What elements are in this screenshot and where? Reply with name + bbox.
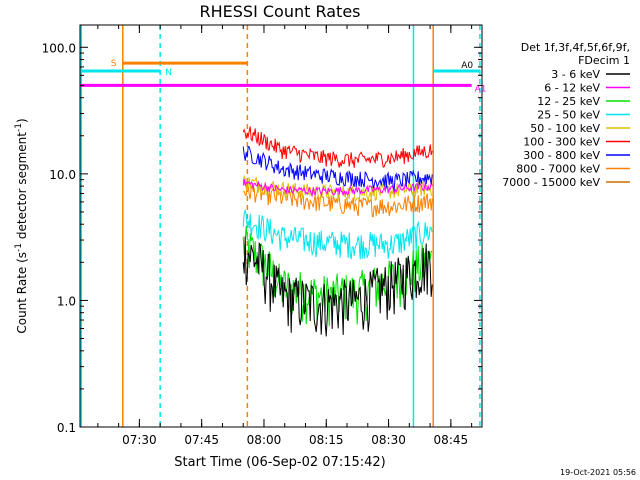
legend-label: 800 - 7000 keV: [516, 163, 600, 176]
series-line: [242, 126, 433, 168]
x-tick-label: 07:45: [184, 433, 219, 447]
legend-label: 25 - 50 keV: [537, 109, 600, 122]
series-line: [242, 208, 433, 260]
legend-label: 6 - 12 keV: [544, 82, 600, 95]
legend-label: 100 - 300 keV: [523, 136, 600, 149]
annotation-label: A0: [461, 61, 473, 71]
legend: Det 1f,3f,4f,5f,6f,9f, FDecim 1 3 - 6 ke…: [502, 41, 630, 189]
x-tick-label: 08:00: [247, 433, 282, 447]
x-axis-label: Start Time (06-Sep-02 07:15:42): [174, 455, 385, 470]
legend-label: 300 - 800 keV: [523, 149, 600, 162]
timestamp: 19-Oct-2021 05:56: [560, 468, 636, 477]
x-tick-label: 08:45: [434, 433, 469, 447]
annotation-label: N: [165, 68, 172, 78]
plot-frame: [79, 24, 483, 428]
chart-title: RHESSI Count Rates: [200, 2, 361, 21]
series-line: [242, 174, 433, 203]
series-line: [242, 178, 433, 198]
legend-label: 3 - 6 keV: [551, 68, 600, 81]
y-axis: 0.1 1.0 10.0 100.0: [42, 41, 482, 435]
series-line: [242, 145, 433, 192]
legend-label: 7000 - 15000 keV: [502, 176, 600, 189]
y-tick-label: 10.0: [49, 168, 76, 182]
y-axis-label: Count Rate (s-1 detector segment-1): [14, 118, 29, 333]
x-tick-label: 08:15: [309, 433, 344, 447]
plot-area: S N A0 A1: [80, 25, 487, 427]
y-tick-label: 100.0: [42, 41, 76, 55]
y-tick-label: 1.0: [57, 294, 76, 308]
x-tick-label: 08:30: [371, 433, 406, 447]
legend-label: 12 - 25 keV: [537, 95, 600, 108]
y-tick-label: 0.1: [57, 421, 76, 435]
x-axis: 07:30 07:45 08:00 08:15 08:30 08:45: [97, 25, 473, 447]
legend-header-line2: FDecim 1: [578, 54, 630, 67]
legend-header-line1: Det 1f,3f,4f,5f,6f,9f,: [521, 41, 630, 54]
annotation-label: S: [111, 59, 117, 69]
x-tick-label: 07:30: [122, 433, 157, 447]
legend-label: 50 - 100 keV: [530, 122, 600, 135]
annotation-label: A1: [475, 84, 487, 94]
series-line: [242, 236, 433, 337]
